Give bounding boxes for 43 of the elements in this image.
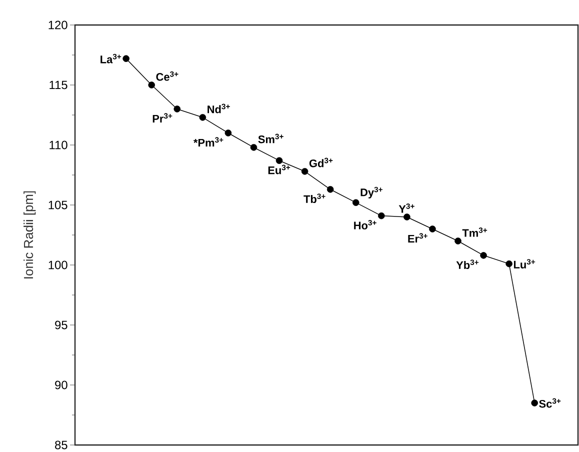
annotation: Eu$^{3+}$ [268,164,290,174]
y-axis-title: Ionic Radii [pm] [24,191,36,278]
annotation: Sc$^{3+}$ [539,398,561,408]
annotation: Ce$^{3+}$ [156,71,178,81]
annotation: Y$^{3+}$ [398,204,414,213]
y-tick-label: 105 [48,200,68,210]
point [174,106,181,112]
annotation: La$^{3+}$ [100,54,122,64]
point [454,238,462,244]
point [122,55,130,62]
point [276,157,283,164]
annotation: *Pm$^{3+}$ [193,137,224,147]
annotation: Er$^{3+}$ [408,233,428,243]
point [506,260,512,268]
annotation: Sm$^{3+}$ [258,134,284,144]
point [404,214,410,220]
annotation: Tb$^{3+}$ [304,194,326,204]
annotation: Tm$^{3+}$ [462,228,488,237]
annotation: Yb$^{3+}$ [456,260,479,270]
annotation: Gd$^{3+}$ [309,158,333,168]
y-tick-label: 85 [55,440,68,450]
annotation: Pr$^{3+}$ [152,113,172,123]
point [301,168,308,175]
annotation: Lu$^{3+}$ [514,259,536,269]
y-tick-label: 100 [48,260,68,270]
point [224,130,232,136]
point [250,144,258,151]
y-tick-label: 110 [50,140,68,150]
y-tick-label: 120 [48,20,68,30]
point [326,186,334,193]
y-tick-label: 90 [55,380,68,390]
point [148,82,155,88]
point [480,252,487,259]
annotation: Ho$^{3+}$ [354,220,376,230]
annotation: Dy$^{3+}$ [360,186,382,198]
y-tick-label: 95 [55,320,68,330]
point [429,226,436,232]
point [378,212,385,220]
point [352,199,360,206]
point [199,114,206,121]
point [531,400,538,406]
y-tick-label: 115 [50,80,68,90]
annotation: Nd$^{3+}$ [208,104,230,114]
